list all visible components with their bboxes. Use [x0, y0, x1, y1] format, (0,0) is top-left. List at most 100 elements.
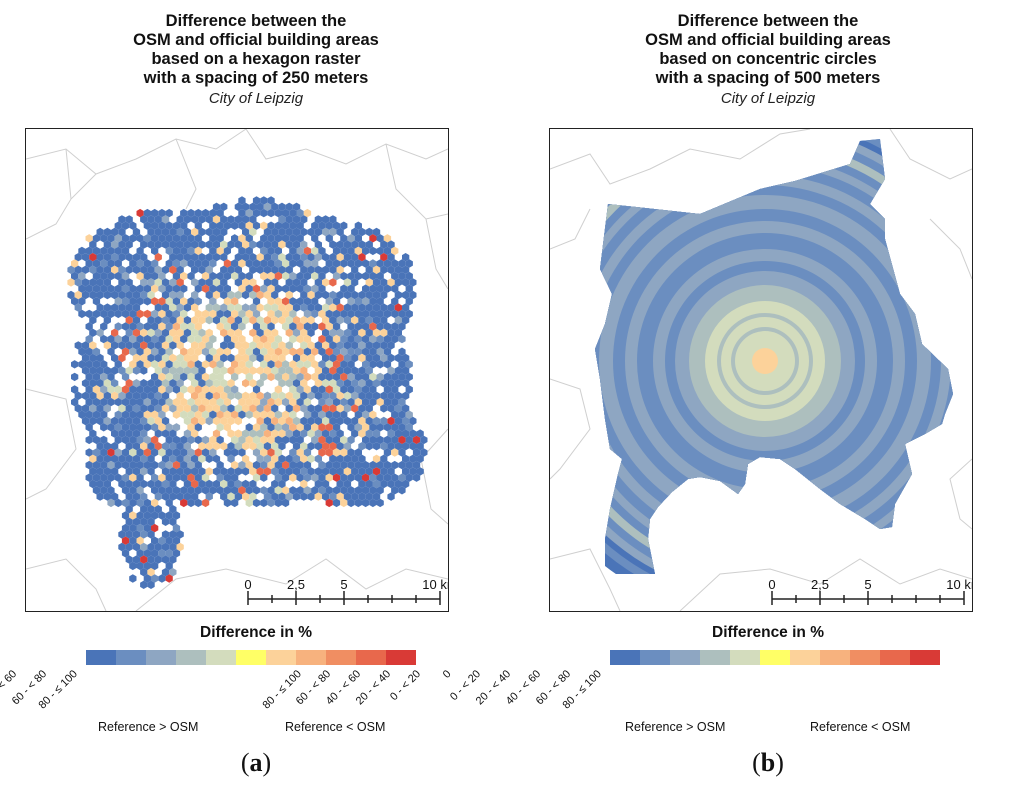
hexagon-cell [256, 353, 264, 363]
hexagon-cell [336, 227, 344, 237]
hexagon-cell [169, 278, 177, 287]
hexagon-cell [220, 328, 228, 337]
hexagon-cell [165, 372, 173, 382]
hexagon-cell [158, 297, 166, 306]
hexagon-cell [300, 353, 308, 363]
hexagon-cell [187, 334, 195, 344]
legend-swatch [700, 650, 730, 665]
hexagon-cell [402, 366, 410, 375]
hexagon-cell [121, 284, 130, 293]
hexagon-cell [209, 372, 217, 382]
hexagon-cell [147, 341, 155, 350]
hexagon-cell [402, 303, 410, 312]
hexagon-cell [409, 290, 417, 300]
hexagon-cell [187, 208, 195, 218]
hexagon-cell [238, 259, 246, 268]
scale-label-10km: 10 km [422, 577, 448, 592]
legend-swatch [146, 650, 176, 665]
hexagon-cell [263, 278, 272, 287]
hexagon-cell [285, 341, 293, 350]
hexagon-cell [263, 341, 272, 350]
hexagon-cell [132, 265, 141, 274]
hexagon-cell [180, 360, 188, 369]
hexagon-cell [303, 297, 312, 306]
hexagon-cell [325, 322, 333, 331]
hexagon-cell [111, 303, 119, 312]
hexagon-cell [238, 360, 246, 369]
hexagon-cell [383, 322, 392, 331]
hexagon-cell [136, 284, 144, 293]
hexagon-cell [285, 303, 293, 312]
hexagon-cell [343, 353, 352, 363]
hexagon-cell [380, 341, 388, 350]
legend-swatch [640, 650, 670, 665]
hexagon-cell [121, 322, 130, 331]
map-title-b: Difference between the OSM and official … [512, 12, 1024, 109]
hexagon-cell [114, 360, 122, 369]
legend-reference-less: Reference < OSM [285, 720, 386, 734]
hexagon-cell [387, 253, 395, 262]
hexagon-cell [223, 259, 231, 268]
hexagon-cell [369, 284, 377, 293]
hexagon-cell [147, 227, 155, 237]
hexagon-cell [74, 253, 82, 262]
hexagon-cell [398, 309, 406, 319]
hexagon-cell [300, 290, 308, 300]
hexagon-cell [242, 278, 250, 287]
hexagon-cell [391, 309, 399, 319]
hexagon-cell [212, 215, 221, 224]
hexagon-cell [238, 234, 246, 243]
hexagon-cell [169, 353, 177, 363]
hexagon-cell [347, 322, 355, 331]
hexagon-cell [351, 253, 359, 262]
hexagon-cell [285, 265, 293, 274]
hexagon-cell [351, 265, 359, 274]
hexagon-cell [292, 366, 301, 375]
hexagon-cell [380, 328, 388, 337]
hexagon-cell [332, 309, 341, 319]
hexagon-cell [274, 297, 282, 306]
hexagon-cell [92, 259, 101, 268]
hexagon-cell [263, 316, 272, 325]
hexagon-cell [132, 353, 141, 363]
hexagon-cell [271, 278, 279, 287]
hexagon-cell [154, 227, 162, 237]
hexagon-cell [151, 309, 159, 319]
hexagon-cell [161, 265, 170, 274]
hexagon-cell [267, 259, 275, 268]
hexagon-cell [285, 215, 293, 224]
hexagon-cell [129, 347, 137, 356]
hexagon-cell [78, 284, 86, 293]
hexagon-cell [154, 316, 162, 325]
hexagon-cell [238, 322, 246, 331]
hexagon-cell [322, 366, 330, 375]
legend-color-bar [86, 650, 416, 665]
hexagon-cell [369, 309, 377, 319]
hexagon-cell [121, 234, 130, 243]
hexagon-cell [198, 253, 206, 262]
hexagon-cell [252, 196, 261, 205]
hexagon-cell [394, 328, 402, 337]
hexagon-cell [249, 303, 257, 312]
hexagon-cell [111, 341, 119, 350]
hexagon-cell [111, 265, 119, 274]
hexagon-cell [267, 297, 275, 306]
hexagon-cell [263, 303, 272, 312]
hexagon-cell [172, 334, 181, 344]
hexagon-cell [391, 246, 399, 256]
hexagon-cell [322, 215, 330, 224]
legend-swatch [356, 650, 386, 665]
hexagon-cell [151, 372, 159, 382]
hexagon-cell [325, 360, 333, 369]
hexagon-cell [136, 208, 144, 218]
hexagon-cell [143, 297, 151, 306]
hexagon-cell [322, 316, 330, 325]
hexagon-cell [151, 221, 159, 230]
hexagon-cell [223, 347, 231, 356]
hexagon-cell [249, 278, 257, 287]
hexagon-cell [220, 366, 228, 375]
hexagon-cell [325, 347, 333, 356]
hexagon-cell [289, 322, 297, 331]
hexagon-cell [238, 221, 246, 230]
hexagon-cell [136, 259, 144, 268]
